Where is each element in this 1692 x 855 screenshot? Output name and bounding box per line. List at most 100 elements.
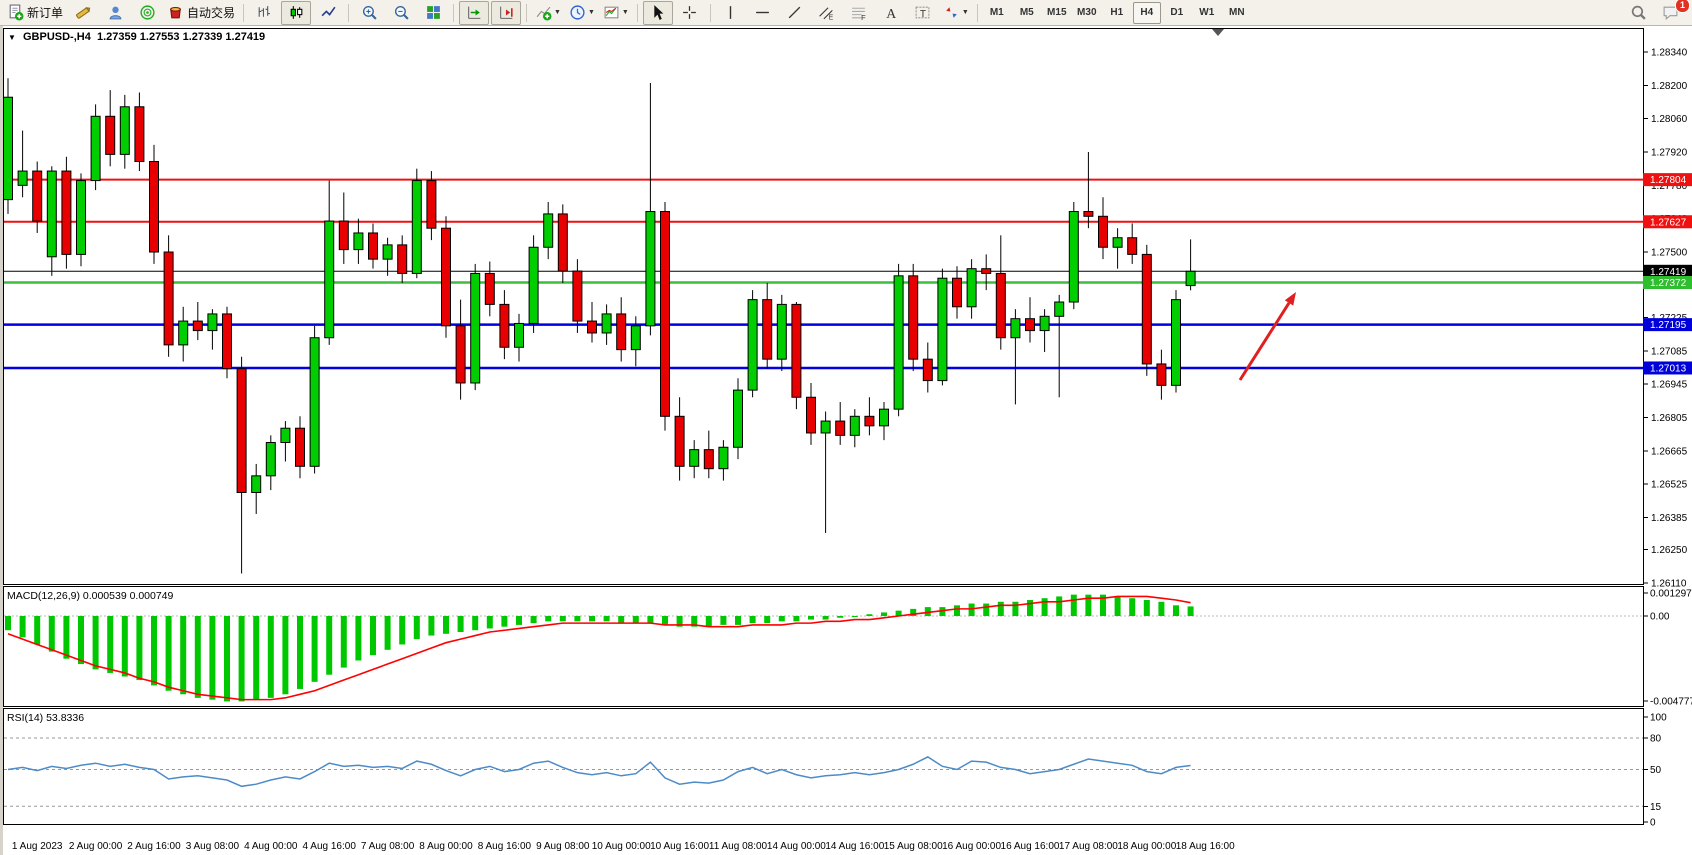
timeframe-w1-button[interactable]: W1 [1199, 7, 1215, 18]
tile-windows-button[interactable] [418, 1, 448, 25]
chart-dropdown-icon[interactable]: ▼ [8, 33, 16, 42]
macd-histogram-bar [311, 616, 318, 682]
trendline-button[interactable] [780, 1, 810, 25]
equidistant-channel-button[interactable]: E [812, 1, 842, 25]
candle-body [207, 313, 218, 332]
indicators-list-button[interactable]: ▼ [532, 1, 564, 25]
chart-shift-button[interactable] [491, 0, 522, 25]
chart-shift-marker-icon[interactable] [1212, 29, 1224, 36]
toolbar-separator [453, 3, 455, 22]
candle-body [893, 275, 904, 410]
horizontal-line-button[interactable] [748, 1, 778, 25]
time-axis-label: 10 Aug 16:00 [650, 841, 709, 852]
candle-body [630, 325, 641, 351]
candle-body [981, 268, 992, 274]
timeframe-m15-button[interactable]: M15 [1047, 7, 1067, 18]
candlestick-chart[interactable]: 1.28340 1.28200 1.28060 1.27920 1.27780 1.276… [0, 27, 1692, 855]
time-axis-label: 2 Aug 00:00 [69, 841, 123, 852]
macd-histogram-bar [866, 614, 873, 616]
candle-body [1098, 215, 1108, 248]
new-order-button[interactable]: 新订单 [4, 1, 66, 25]
timeframe-m1-button[interactable]: M1 [989, 7, 1004, 18]
macd-histogram-bar [194, 616, 201, 698]
fibonacci-retracement-button[interactable]: F [844, 1, 874, 25]
timeframe-m5-button[interactable]: M5 [1019, 7, 1034, 18]
price-tick-label: 1.26945 [1651, 380, 1688, 391]
candle-body [3, 96, 13, 201]
crosshair-button[interactable] [675, 1, 705, 25]
text-button[interactable]: A [876, 1, 906, 25]
candlestick-mode-button[interactable] [281, 0, 312, 25]
notifications-button[interactable]: 1 [1655, 0, 1690, 25]
candle-body [90, 115, 101, 182]
search-button[interactable] [1623, 1, 1653, 25]
bar-chart-mode-button[interactable] [249, 1, 279, 25]
time-axis-label: 17 Aug 08:00 [1059, 841, 1118, 852]
panel-frame-2[interactable] [3, 708, 1644, 825]
bars-icon [258, 6, 270, 17]
chevron-down-icon: ▼ [587, 9, 595, 16]
macd-histogram-bar [457, 616, 464, 633]
channel-icon: E [819, 7, 834, 21]
macd-histogram-bar [209, 616, 216, 700]
pencil-icon [75, 6, 90, 19]
macd-histogram-bar [92, 616, 99, 670]
line-chart-mode-button[interactable] [313, 1, 343, 25]
candle-body [995, 272, 1006, 339]
candle-body [660, 211, 670, 417]
price-badge [1643, 264, 1692, 278]
macd-histogram-bar [1114, 596, 1121, 616]
candle-body [616, 313, 627, 351]
candle-body [1010, 318, 1021, 339]
timeframe-m30-button[interactable]: M30 [1077, 7, 1097, 18]
metaeditor-button[interactable] [68, 1, 98, 25]
candle-body [1025, 318, 1035, 332]
price-tick-label: 1.26385 [1651, 513, 1688, 524]
zoom-in-button[interactable] [354, 1, 384, 25]
periods-button[interactable]: ▼ [566, 1, 598, 25]
macd-histogram-bar [297, 616, 303, 689]
candle-body [411, 180, 422, 274]
timeframe-d1-button[interactable]: D1 [1170, 7, 1184, 18]
price-tick-label: 1.27085 [1651, 346, 1688, 357]
autotrading-button[interactable]: 自动交易 [164, 1, 238, 25]
candle-body [543, 213, 554, 248]
auto-scroll-button[interactable] [459, 0, 490, 25]
arrows-tool-button[interactable]: ▼ [940, 1, 972, 25]
macd-tick-label: -0.004777 [1650, 697, 1692, 708]
candle-body [908, 275, 919, 360]
zoom-out-button[interactable] [386, 1, 416, 25]
bucket-icon [170, 6, 181, 19]
text-label-button[interactable]: T [908, 1, 938, 25]
templates-button[interactable]: ▼ [600, 1, 632, 25]
candle-body [236, 368, 247, 494]
panel-frame-0[interactable] [3, 28, 1644, 585]
macd-histogram-bar [516, 616, 522, 625]
macd-histogram-bar [1158, 601, 1165, 616]
macd-histogram-bar [574, 616, 581, 622]
zoom-in-icon [362, 5, 377, 20]
text-a-icon: A [887, 6, 897, 21]
macd-histogram-bar [224, 616, 230, 702]
arrow-annotation-line[interactable] [1238, 302, 1291, 381]
macd-histogram-bar [1085, 594, 1092, 616]
macd-histogram-bar [399, 616, 406, 645]
macd-histogram-bar [778, 616, 785, 622]
panel-frame-1[interactable] [3, 586, 1644, 707]
notification-badge: 1 [1675, 0, 1690, 13]
candle-body [557, 213, 568, 272]
macd-histogram-bar [705, 616, 712, 627]
vertical-line-button[interactable] [716, 1, 746, 25]
price-badge-label: 1.27013 [1650, 363, 1687, 374]
timeframe-mn-button[interactable]: MN [1229, 7, 1245, 18]
timeframe-h1-button[interactable]: H1 [1110, 7, 1124, 18]
candle-body [222, 313, 232, 370]
candle-body [32, 170, 43, 222]
macd-histogram-bar [48, 616, 55, 652]
candle-body [703, 449, 714, 470]
cursor-button[interactable] [642, 0, 673, 25]
mql5-community-button[interactable] [100, 1, 130, 25]
crosshair-icon [683, 6, 697, 19]
timeframe-h4-button[interactable]: H4 [1132, 1, 1161, 24]
market-news-button[interactable] [132, 1, 162, 25]
